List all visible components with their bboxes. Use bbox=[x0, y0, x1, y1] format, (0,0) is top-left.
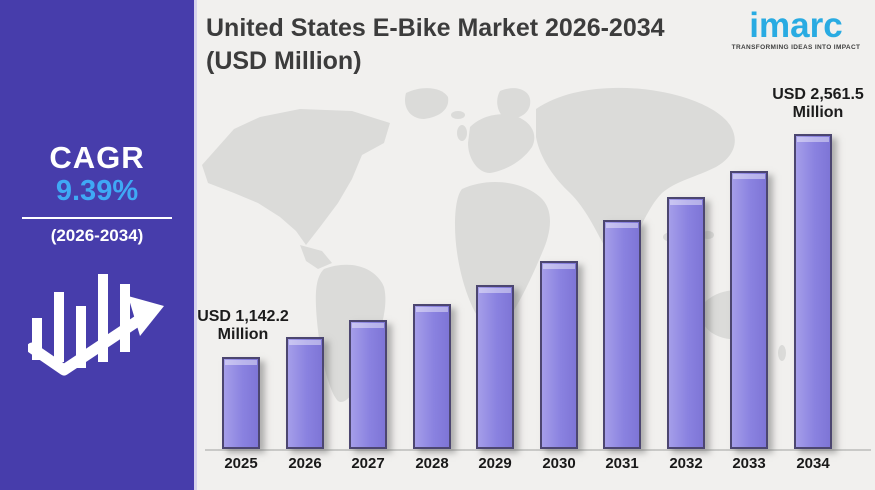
cagr-label: CAGR bbox=[49, 140, 145, 175]
page-title: United States E-Bike Market 2026-2034 (U… bbox=[206, 12, 746, 78]
cagr-panel: CAGR 9.39% (2026-2034) bbox=[0, 0, 197, 490]
bar-chart-growth-arrow-icon bbox=[0, 266, 194, 389]
bar-2030 bbox=[540, 261, 578, 449]
imarc-logo: imarc TRANSFORMING IDEAS INTO IMPACT bbox=[725, 8, 867, 51]
x-tick-2029: 2029 bbox=[478, 455, 512, 472]
data-label-2034: USD 2,561.5 Million bbox=[772, 86, 864, 121]
x-tick-2026: 2026 bbox=[288, 455, 322, 472]
x-tick-2033: 2033 bbox=[732, 455, 766, 472]
bar-2025 bbox=[222, 357, 260, 449]
x-axis-line bbox=[205, 449, 871, 451]
imarc-logo-tagline: TRANSFORMING IDEAS INTO IMPACT bbox=[731, 44, 861, 51]
cagr-period: (2026-2034) bbox=[50, 226, 144, 245]
x-tick-2025: 2025 bbox=[224, 455, 258, 472]
bar-2026 bbox=[286, 337, 324, 449]
x-tick-2027: 2027 bbox=[351, 455, 385, 472]
bar-2031 bbox=[603, 220, 641, 449]
bar-2029 bbox=[476, 285, 514, 449]
cagr-value: 9.39% bbox=[55, 175, 139, 207]
cagr-divider bbox=[22, 217, 172, 219]
imarc-logo-wordmark: imarc bbox=[749, 6, 843, 45]
bar-2032 bbox=[667, 197, 705, 449]
page-title-line1: United States E-Bike Market 2026-2034 bbox=[206, 14, 665, 42]
x-tick-2028: 2028 bbox=[415, 455, 449, 472]
x-tick-2030: 2030 bbox=[542, 455, 576, 472]
data-label-2025: USD 1,142.2 Million bbox=[197, 308, 289, 343]
bar-2027 bbox=[349, 320, 387, 449]
bar-2034 bbox=[794, 134, 832, 449]
page-title-line2: (USD Million) bbox=[206, 47, 362, 75]
x-tick-2034: 2034 bbox=[796, 455, 830, 472]
x-tick-2031: 2031 bbox=[605, 455, 639, 472]
x-tick-2032: 2032 bbox=[669, 455, 703, 472]
bar-2028 bbox=[413, 304, 451, 449]
bar-2033 bbox=[730, 171, 768, 449]
